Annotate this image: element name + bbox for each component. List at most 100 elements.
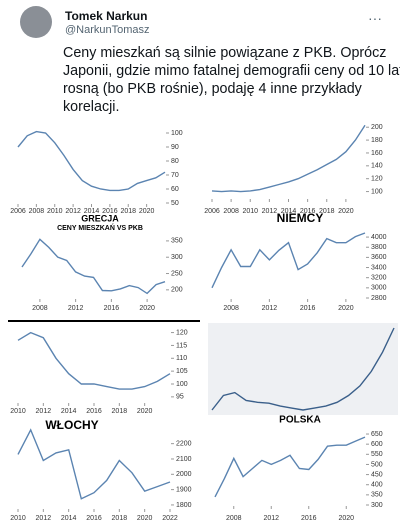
y-tick-label: 180 bbox=[371, 137, 383, 144]
x-tick-label: 2012 bbox=[36, 408, 52, 415]
tweet-text: Ceny mieszkań są silnie powiązane z PKB.… bbox=[63, 44, 400, 116]
tweet-line: Japonii, gdzie mimo fatalnej demografii … bbox=[63, 63, 400, 79]
y-tick-label: 250 bbox=[171, 270, 183, 277]
data-line bbox=[211, 327, 395, 411]
x-tick-label: 2006 bbox=[204, 208, 220, 215]
y-tick-label: 3600 bbox=[371, 254, 387, 261]
x-tick-label: 2016 bbox=[86, 408, 102, 415]
y-tick-label: 100 bbox=[171, 130, 183, 137]
y-tick-label: 3800 bbox=[371, 244, 387, 251]
x-tick-label: 2016 bbox=[300, 208, 316, 215]
y-tick-label: 90 bbox=[171, 144, 179, 151]
y-tick-label: 400 bbox=[371, 482, 383, 489]
y-tick-label: 2100 bbox=[176, 456, 192, 463]
panel-label: GRECJA bbox=[81, 213, 119, 223]
y-tick-label: 120 bbox=[371, 176, 383, 183]
x-tick-label: 2014 bbox=[281, 208, 297, 215]
y-tick-label: 600 bbox=[371, 441, 383, 448]
panel-label: WŁOCHY bbox=[45, 418, 98, 432]
y-tick-label: 200 bbox=[371, 124, 383, 131]
x-tick-label: 2016 bbox=[102, 208, 118, 215]
x-tick-label: 2012 bbox=[262, 208, 278, 215]
y-tick-label: 70 bbox=[171, 172, 179, 179]
x-tick-label: 2010 bbox=[47, 208, 63, 215]
tweet-line: Ceny mieszkań są silnie powiązane z PKB.… bbox=[63, 45, 387, 61]
x-tick-label: 2014 bbox=[61, 408, 77, 415]
polska-chart-bg bbox=[208, 323, 398, 415]
y-tick-label: 350 bbox=[171, 238, 183, 245]
y-tick-label: 2800 bbox=[371, 295, 387, 302]
y-tick-label: 50 bbox=[171, 200, 179, 207]
more-button[interactable]: ··· bbox=[368, 10, 382, 26]
x-tick-label: 2012 bbox=[65, 208, 81, 215]
x-tick-label: 2020 bbox=[338, 208, 354, 215]
x-tick-label: 2012 bbox=[263, 515, 279, 522]
data-line bbox=[17, 428, 171, 500]
y-tick-label: 2200 bbox=[176, 441, 192, 448]
y-tick-label: 140 bbox=[371, 163, 383, 170]
y-tick-label: 3200 bbox=[371, 275, 387, 282]
x-tick-label: 2006 bbox=[10, 208, 26, 215]
data-line bbox=[17, 331, 171, 390]
x-tick-label: 2008 bbox=[226, 515, 242, 522]
data-line bbox=[211, 232, 366, 289]
x-tick-label: 2010 bbox=[242, 208, 258, 215]
x-tick-label: 2008 bbox=[223, 305, 239, 312]
y-tick-label: 200 bbox=[171, 287, 183, 294]
x-tick-label: 2018 bbox=[112, 515, 128, 522]
x-tick-label: 2020 bbox=[139, 208, 155, 215]
y-tick-label: 105 bbox=[176, 368, 188, 375]
y-tick-label: 115 bbox=[176, 342, 187, 349]
x-tick-label: 2010 bbox=[10, 408, 26, 415]
y-tick-label: 95 bbox=[176, 394, 184, 401]
x-tick-label: 2020 bbox=[137, 515, 153, 522]
y-tick-label: 110 bbox=[176, 355, 187, 362]
x-tick-label: 2008 bbox=[29, 208, 45, 215]
y-tick-label: 550 bbox=[371, 451, 383, 458]
y-tick-label: 100 bbox=[371, 188, 383, 195]
x-tick-label: 2012 bbox=[36, 515, 52, 522]
x-tick-label: 2012 bbox=[68, 305, 84, 312]
y-tick-label: 60 bbox=[171, 186, 179, 193]
y-tick-label: 1800 bbox=[176, 502, 192, 509]
y-tick-label: 500 bbox=[371, 461, 383, 468]
x-tick-label: 2018 bbox=[120, 208, 136, 215]
y-tick-label: 3400 bbox=[371, 264, 387, 271]
x-tick-label: 2008 bbox=[223, 208, 239, 215]
panel-sublabel: CENY MIESZKAŃ VS PKB bbox=[57, 223, 143, 232]
tweet-line: korelacji. bbox=[63, 99, 120, 115]
user-handle[interactable]: @NarkunTomasz bbox=[65, 24, 150, 36]
y-tick-label: 80 bbox=[171, 158, 179, 165]
data-line bbox=[17, 130, 166, 192]
x-tick-label: 2016 bbox=[86, 515, 102, 522]
tweet-line: rosną (bo PKB rośnie), podaję 4 inne prz… bbox=[63, 81, 362, 97]
y-tick-label: 120 bbox=[176, 329, 188, 336]
y-tick-label: 100 bbox=[176, 381, 188, 388]
x-tick-label: 2022 bbox=[162, 515, 178, 522]
panel-label: NIEMCY bbox=[277, 211, 324, 225]
panel-label: POLSKA bbox=[279, 415, 321, 426]
x-tick-label: 2020 bbox=[338, 305, 354, 312]
x-tick-label: 2008 bbox=[32, 305, 48, 312]
y-tick-label: 300 bbox=[171, 254, 183, 261]
y-tick-label: 4000 bbox=[371, 234, 387, 241]
data-line bbox=[211, 124, 366, 193]
avatar[interactable] bbox=[20, 6, 52, 38]
user-name[interactable]: Tomek Narkun bbox=[65, 9, 148, 23]
y-tick-label: 300 bbox=[371, 502, 383, 509]
y-tick-label: 650 bbox=[371, 431, 383, 438]
y-tick-label: 450 bbox=[371, 471, 383, 478]
x-tick-label: 2020 bbox=[338, 515, 354, 522]
y-tick-label: 160 bbox=[371, 150, 383, 157]
x-tick-label: 2020 bbox=[139, 305, 155, 312]
data-line bbox=[214, 436, 366, 498]
y-tick-label: 2000 bbox=[176, 471, 192, 478]
x-tick-label: 2014 bbox=[61, 515, 77, 522]
y-tick-label: 350 bbox=[371, 492, 383, 499]
y-tick-label: 1900 bbox=[176, 486, 192, 493]
x-tick-label: 2016 bbox=[300, 305, 316, 312]
x-tick-label: 2010 bbox=[10, 515, 26, 522]
x-tick-label: 2016 bbox=[104, 305, 120, 312]
